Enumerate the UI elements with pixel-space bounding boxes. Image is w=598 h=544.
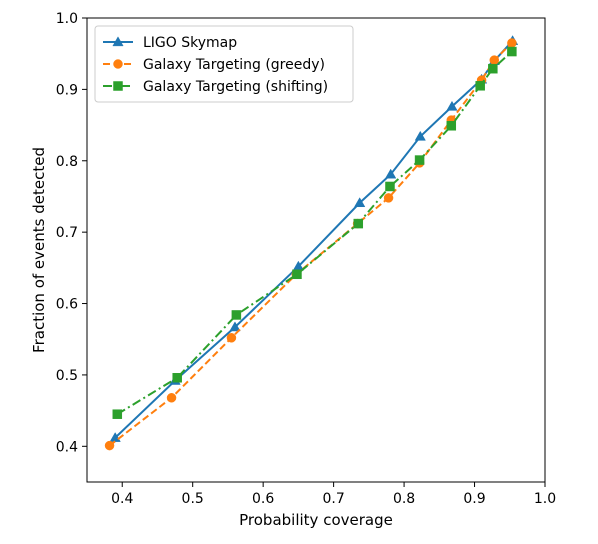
- data-point: [446, 121, 457, 131]
- x-tick-label: 0.6: [252, 491, 274, 507]
- y-tick-label: 0.9: [56, 82, 78, 98]
- legend-item: LIGO Skymap: [103, 35, 237, 51]
- data-point: [229, 321, 241, 332]
- legend-label: Galaxy Targeting (shifting): [143, 79, 328, 95]
- y-tick-label: 1.0: [56, 11, 78, 27]
- series-line: [116, 50, 513, 416]
- data-point: [383, 193, 394, 203]
- data-point: [353, 218, 364, 229]
- legend: LIGO Skymap Galaxy Targeting (greedy) Gala…: [94, 25, 354, 103]
- data-point: [104, 440, 115, 451]
- y-axis-label: Fraction of events detected: [30, 147, 48, 353]
- legend-swatch-marker: [112, 36, 124, 47]
- data-point: [507, 46, 517, 57]
- y-tick-label: 0.8: [56, 154, 78, 170]
- data-point: [166, 393, 177, 403]
- data-point: [385, 181, 395, 192]
- data-point: [446, 100, 458, 111]
- x-tick-label: 0.4: [111, 491, 133, 507]
- data-point: [292, 269, 302, 280]
- y-tick-label: 0.5: [56, 368, 78, 384]
- plot-frame: [86, 17, 546, 483]
- x-tick-label: 0.9: [463, 491, 485, 507]
- y-tick-label: 0.4: [56, 439, 78, 455]
- data-point: [414, 130, 426, 141]
- x-tick-label: 1.0: [534, 491, 556, 507]
- data-point: [414, 155, 425, 165]
- x-tick-label: 0.8: [393, 491, 415, 507]
- y-tick-label: 0.6: [56, 297, 78, 313]
- data-point: [489, 55, 500, 65]
- legend-label: LIGO Skymap: [143, 35, 237, 51]
- data-point: [507, 38, 517, 48]
- legend-item: Galaxy Targeting (shifting): [103, 79, 328, 95]
- y-tick-label: 0.7: [56, 225, 78, 241]
- data-point: [475, 81, 485, 91]
- legend-label: Galaxy Targeting (greedy): [143, 57, 325, 73]
- axis-ticks: 0.4 0.5 0.6 0.7 0.8 0.9 1.0 0.4 0.5 0.6 0.7 0.8 0.9 1…: [56, 11, 556, 507]
- legend-swatch-marker: [113, 59, 123, 69]
- plot-area: [104, 35, 519, 451]
- legend-box: [94, 25, 354, 103]
- x-tick-label: 0.7: [322, 491, 344, 507]
- legend-item: Galaxy Targeting (greedy): [103, 57, 325, 73]
- data-point: [385, 168, 397, 179]
- legend-swatch-marker: [113, 81, 123, 91]
- x-tick-label: 0.5: [182, 491, 204, 507]
- x-axis-label: Probability coverage: [239, 511, 393, 529]
- data-point: [354, 197, 366, 208]
- data-point: [488, 63, 498, 74]
- data-point: [231, 310, 242, 320]
- series-galaxy-targeting-shifting: [112, 46, 517, 419]
- data-point: [172, 373, 182, 383]
- data-point: [226, 333, 237, 343]
- data-point: [112, 409, 123, 419]
